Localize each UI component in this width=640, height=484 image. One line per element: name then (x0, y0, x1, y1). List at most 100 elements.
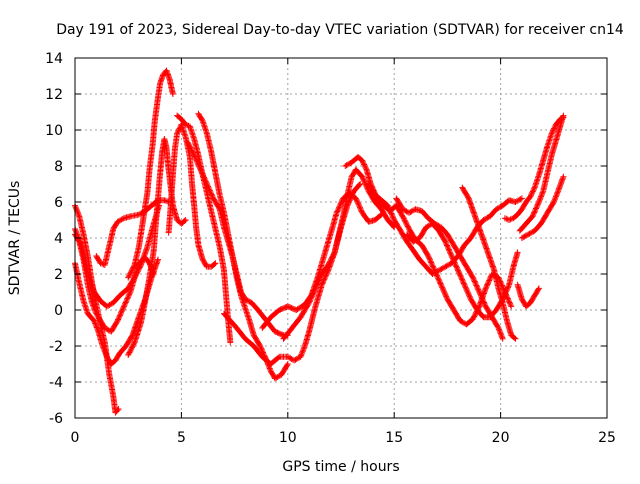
data-point (270, 363, 272, 365)
data-point (374, 219, 376, 221)
data-point (412, 250, 414, 252)
data-point (540, 223, 542, 225)
data-point (87, 284, 89, 286)
data-point (189, 125, 191, 127)
data-point (176, 115, 178, 117)
data-point (395, 197, 397, 199)
data-point (223, 313, 225, 315)
data-point (517, 251, 519, 253)
data-point (336, 212, 338, 214)
data-point (231, 255, 233, 257)
data-point (236, 277, 238, 279)
series-track-11 (184, 139, 291, 382)
data-point (193, 154, 195, 156)
data-point (219, 194, 221, 196)
data-point (446, 233, 448, 235)
data-point (534, 230, 536, 232)
data-point (112, 228, 114, 230)
series-track-23 (514, 281, 542, 310)
data-point (202, 259, 204, 261)
data-point (546, 172, 548, 174)
data-point (280, 374, 282, 376)
data-point (253, 345, 255, 347)
data-point (148, 277, 150, 279)
data-point (104, 327, 106, 329)
data-point (508, 219, 510, 221)
data-point (344, 165, 346, 167)
data-point (314, 287, 316, 289)
data-point (155, 223, 157, 225)
data-point (176, 219, 178, 221)
data-point (351, 176, 353, 178)
plus-markers (514, 281, 542, 310)
data-point (223, 226, 225, 228)
data-point (166, 70, 168, 72)
series-track-7 (125, 67, 176, 281)
data-point (514, 201, 516, 203)
data-point (87, 255, 89, 257)
data-point (191, 183, 193, 185)
data-point (274, 331, 276, 333)
data-point (244, 307, 246, 309)
data-point (395, 205, 397, 207)
data-point (562, 176, 564, 178)
data-point (368, 221, 370, 223)
data-point (104, 264, 106, 266)
data-point (480, 233, 482, 235)
data-point (502, 338, 504, 340)
data-point (474, 215, 476, 217)
data-point (355, 169, 357, 171)
data-point (287, 363, 289, 365)
data-point (295, 309, 297, 311)
data-point (353, 190, 355, 192)
data-point (393, 219, 395, 221)
data-point (159, 82, 161, 84)
data-point (421, 210, 423, 212)
data-point (210, 210, 212, 212)
data-point (236, 327, 238, 329)
data-point (551, 154, 553, 156)
data-point (172, 174, 174, 176)
data-point (100, 300, 102, 302)
data-point (83, 259, 85, 261)
data-point (153, 250, 155, 252)
data-point (387, 219, 389, 221)
data-point (463, 284, 465, 286)
data-point (440, 226, 442, 228)
data-point (185, 124, 187, 126)
data-point (466, 266, 468, 268)
data-point (206, 266, 208, 268)
data-point (185, 219, 187, 221)
data-point (504, 217, 506, 219)
data-point (180, 118, 182, 120)
data-point (493, 269, 495, 271)
data-point (197, 244, 199, 246)
data-point (100, 262, 102, 264)
data-point (117, 221, 119, 223)
data-point (219, 246, 221, 248)
data-point (78, 282, 80, 284)
data-point (174, 147, 176, 149)
data-point (112, 302, 114, 304)
data-point (106, 356, 108, 358)
data-point (538, 201, 540, 203)
data-point (193, 205, 195, 207)
data-point (521, 298, 523, 300)
data-point (112, 395, 114, 397)
data-point (334, 251, 336, 253)
data-point (461, 187, 463, 189)
data-point (497, 327, 499, 329)
y-tick-label: 8 (54, 159, 63, 175)
data-point (502, 205, 504, 207)
data-point (225, 295, 227, 297)
series-track-8 (165, 121, 219, 270)
data-point (227, 241, 229, 243)
data-point (172, 93, 174, 95)
data-point (148, 169, 150, 171)
axis-ticks: 0 5 10 15 20 25 -6 -4 -2 0 2 4 6 8 10 12 14 (45, 51, 616, 446)
data-point (193, 138, 195, 140)
data-point (444, 266, 446, 268)
data-point (489, 316, 491, 318)
data-point (406, 233, 408, 235)
